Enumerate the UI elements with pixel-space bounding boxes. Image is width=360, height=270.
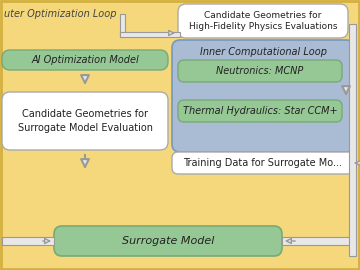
Text: AI Optimization Model: AI Optimization Model xyxy=(31,55,139,65)
Bar xyxy=(120,14,125,37)
FancyBboxPatch shape xyxy=(2,92,168,150)
FancyBboxPatch shape xyxy=(54,226,282,256)
Bar xyxy=(282,237,355,245)
FancyBboxPatch shape xyxy=(178,100,342,122)
Text: Thermal Hydraulics: Star CCM+: Thermal Hydraulics: Star CCM+ xyxy=(183,106,337,116)
Bar xyxy=(2,237,54,245)
Text: Training Data for Surrogate Mo...: Training Data for Surrogate Mo... xyxy=(184,158,342,168)
Text: Candidate Geometries for
High-Fidelity Physics Evaluations: Candidate Geometries for High-Fidelity P… xyxy=(189,11,337,31)
Text: Candidate Geometries for
Surrogate Model Evaluation: Candidate Geometries for Surrogate Model… xyxy=(18,109,153,133)
Text: Inner Computational Loop: Inner Computational Loop xyxy=(199,47,327,57)
FancyBboxPatch shape xyxy=(2,50,168,70)
FancyBboxPatch shape xyxy=(178,60,342,82)
Text: Surrogate Model: Surrogate Model xyxy=(122,236,214,246)
Bar xyxy=(120,32,180,37)
Bar xyxy=(349,24,356,256)
FancyBboxPatch shape xyxy=(172,40,354,152)
FancyBboxPatch shape xyxy=(178,4,348,38)
Text: uter Optimization Loop: uter Optimization Loop xyxy=(4,9,117,19)
FancyBboxPatch shape xyxy=(172,152,354,174)
Text: Neutronics: MCNP: Neutronics: MCNP xyxy=(216,66,303,76)
